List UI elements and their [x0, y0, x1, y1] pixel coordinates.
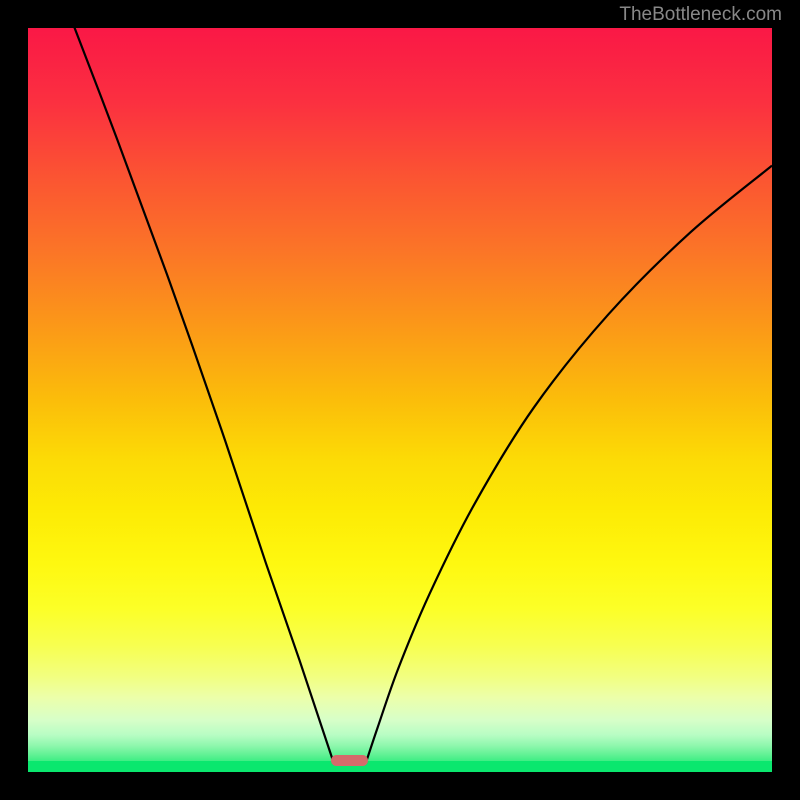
watermark-text: TheBottleneck.com [619, 4, 782, 26]
plot-area [28, 28, 772, 772]
bottleneck-curve [28, 28, 772, 772]
bottleneck-marker [331, 755, 368, 766]
